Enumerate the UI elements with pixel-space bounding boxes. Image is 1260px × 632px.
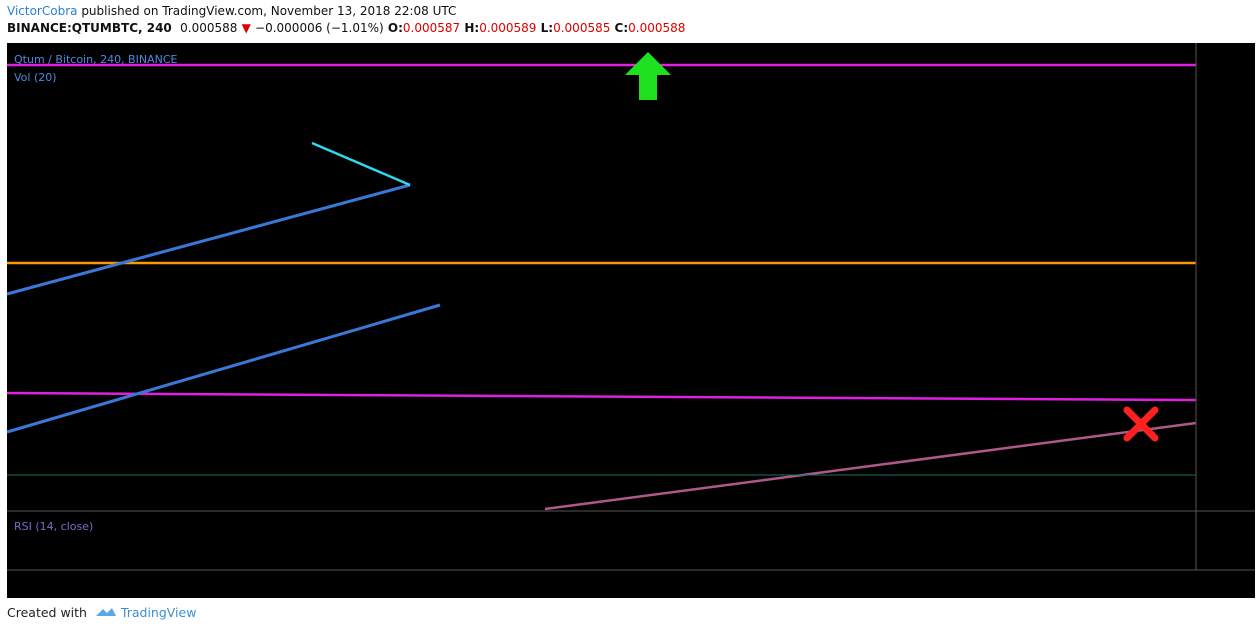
brand[interactable]: TradingView <box>120 605 197 620</box>
c-value: 0.000588 <box>628 21 686 35</box>
o-label: O: <box>387 21 403 35</box>
last-price: 0.000588 <box>180 21 238 35</box>
up-arrow <box>625 52 671 100</box>
price-axis-bg <box>1196 43 1255 598</box>
l-label: L: <box>540 21 554 35</box>
author[interactable]: VictorCobra <box>7 4 78 18</box>
cross <box>1123 406 1159 442</box>
logo <box>95 608 116 616</box>
created-with: Created with <box>7 605 87 620</box>
o-value: 0.000587 <box>402 21 461 35</box>
trend-line <box>544 421 1197 511</box>
symbol: BINANCE:QTUMBTC, 240 <box>7 21 172 35</box>
header: VictorCobra published on TradingView.com… <box>7 3 685 37</box>
chart: Qtum / Bitcoin, 240, BINANCE Vol (20) RS… <box>6 43 1255 598</box>
pane-title: Qtum / Bitcoin, 240, BINANCE <box>14 53 178 66</box>
triangle-line <box>311 141 411 187</box>
drawings <box>6 52 1197 511</box>
change: −0.000006 (−1.01%) <box>255 21 384 35</box>
channel-top <box>6 183 411 296</box>
arrow: ▼ <box>241 21 251 35</box>
channel-bottom <box>6 303 441 434</box>
header-line-1: VictorCobra published on TradingView.com… <box>7 3 685 20</box>
h-value: 0.000589 <box>479 21 537 35</box>
c-label: C: <box>614 21 629 35</box>
volume-label: Vol (20) <box>14 71 57 84</box>
support-line <box>6 391 1197 402</box>
chart-bg <box>7 43 1255 598</box>
header-line-2: BINANCE:QTUMBTC, 240 0.000588 ▼ −0.00000… <box>7 20 685 37</box>
published: published on TradingView.com, November 1… <box>81 4 457 18</box>
h-label: H: <box>464 21 480 35</box>
rsi-label: RSI (14, close) <box>14 520 93 533</box>
footer: Created with TradingView <box>7 605 196 620</box>
l-value: 0.000585 <box>553 21 611 35</box>
